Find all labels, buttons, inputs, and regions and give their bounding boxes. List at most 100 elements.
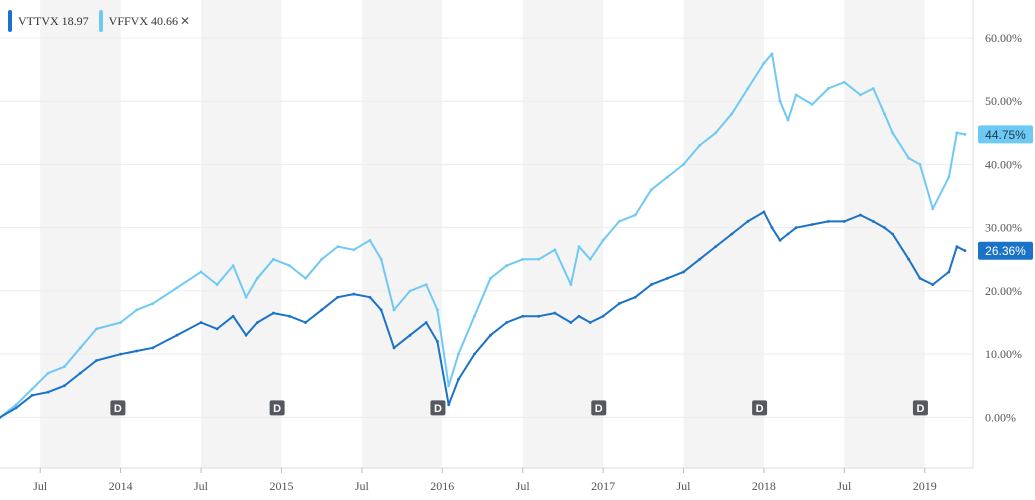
data-point-vttvx xyxy=(871,219,875,223)
data-point-vttvx xyxy=(963,249,967,253)
shaded-band xyxy=(361,0,443,468)
y-tick-label: 0.00% xyxy=(985,410,1016,424)
dividend-flag-box xyxy=(752,400,768,416)
last-value-labels: 44.75% 26.36% xyxy=(978,125,1033,260)
data-point-vttvx xyxy=(666,276,669,280)
data-point-vttvx xyxy=(175,333,179,337)
data-point-vffvx xyxy=(368,238,372,242)
legend-item-vffvx[interactable]: VFFVX 40.66 ✕ xyxy=(98,10,191,32)
data-point-vttvx xyxy=(770,226,774,230)
data-point-vttvx xyxy=(244,333,248,337)
data-point-vttvx xyxy=(947,270,951,274)
data-point-vttvx xyxy=(698,257,701,261)
grid-lines xyxy=(0,37,973,418)
data-point-vffvx xyxy=(62,365,66,369)
series-line-vffvx[interactable] xyxy=(0,52,966,419)
data-point-vffvx xyxy=(320,257,324,261)
data-point-vffvx xyxy=(955,131,959,135)
dividend-flag[interactable]: D xyxy=(912,400,928,416)
data-point-vffvx xyxy=(521,257,525,261)
data-point-vffvx xyxy=(553,248,557,252)
shaded-band xyxy=(683,0,764,468)
data-point-vttvx xyxy=(955,245,959,249)
x-tick-label: Jul xyxy=(194,479,209,493)
data-point-vttvx xyxy=(456,378,460,381)
dividend-flag[interactable]: D xyxy=(591,400,607,416)
x-tick-label: 2015 xyxy=(269,479,293,493)
x-tick-label: 2019 xyxy=(913,479,937,493)
legend-item-vttvx[interactable]: VTTVX 18.97 xyxy=(8,10,89,32)
data-point-vttvx xyxy=(778,238,782,242)
data-point-vffvx xyxy=(871,87,875,90)
data-point-vttvx xyxy=(119,352,123,356)
data-point-vffvx xyxy=(730,112,734,116)
data-point-vttvx xyxy=(826,219,830,223)
shaded-band xyxy=(844,0,925,468)
shaded-bands xyxy=(40,0,925,468)
data-point-vffvx xyxy=(135,308,139,312)
data-point-vffvx xyxy=(633,213,637,217)
data-point-vttvx xyxy=(617,302,621,305)
data-point-vffvx xyxy=(436,308,439,312)
data-point-vffvx xyxy=(577,245,581,249)
data-point-vttvx xyxy=(288,314,291,318)
legend-label-vttvx: VTTVX 18.97 xyxy=(18,13,89,28)
dividend-flag-label: D xyxy=(114,403,122,415)
data-point-vffvx xyxy=(907,156,911,160)
data-point-vffvx xyxy=(119,321,123,324)
data-point-vffvx xyxy=(770,52,774,56)
data-point-vffvx xyxy=(14,403,18,407)
data-point-vttvx xyxy=(272,311,275,315)
data-point-vffvx xyxy=(617,219,621,223)
series-line-vttvx[interactable] xyxy=(0,210,966,419)
data-point-vttvx xyxy=(0,416,2,419)
data-point-vttvx xyxy=(320,308,324,312)
y-tick-label: 60.00% xyxy=(985,31,1022,45)
data-point-vffvx xyxy=(826,87,830,90)
data-point-vffvx xyxy=(601,238,605,242)
data-point-vttvx xyxy=(231,314,235,318)
data-point-vttvx xyxy=(521,314,525,318)
data-point-vffvx xyxy=(891,131,894,135)
shaded-band xyxy=(522,0,604,468)
data-point-vffvx xyxy=(288,264,291,268)
data-point-vttvx xyxy=(46,390,50,394)
data-point-vffvx xyxy=(175,286,179,290)
data-point-vttvx xyxy=(588,321,592,324)
data-point-vttvx xyxy=(537,314,541,318)
data-point-vffvx xyxy=(244,295,248,299)
x-tick-label: 2016 xyxy=(430,479,454,493)
dividend-flag[interactable]: D xyxy=(752,400,768,416)
dividend-flag[interactable]: D xyxy=(430,400,446,416)
dividend-flag[interactable]: D xyxy=(269,400,285,416)
data-point-vttvx xyxy=(424,321,428,324)
data-point-vttvx xyxy=(786,232,790,236)
data-point-vttvx xyxy=(368,295,372,299)
data-point-vttvx xyxy=(447,403,451,407)
data-point-vttvx xyxy=(569,321,573,324)
legend: VTTVX 18.97 VFFVX 40.66 ✕ xyxy=(8,10,200,32)
dividend-flag[interactable]: D xyxy=(110,400,126,416)
close-icon[interactable]: ✕ xyxy=(180,14,191,28)
data-point-vttvx xyxy=(489,333,492,337)
data-point-vttvx xyxy=(891,232,894,236)
data-point-vffvx xyxy=(424,283,428,286)
data-point-vttvx xyxy=(95,359,98,362)
data-point-vffvx xyxy=(95,327,98,331)
last-value-badge-vttvx xyxy=(978,241,1033,260)
data-point-vffvx xyxy=(859,93,862,97)
data-point-vffvx xyxy=(79,346,82,350)
last-value-badge-vffvx xyxy=(978,125,1033,144)
y-axis: 60.00% 50.00% 40.00% 30.00% 20.00% 10.00% 0.00… xyxy=(972,0,1022,468)
dividend-flag-label: D xyxy=(916,403,924,415)
data-point-vffvx xyxy=(698,144,701,147)
y-tick-label: 40.00% xyxy=(985,157,1022,171)
series-vttvx xyxy=(0,210,967,419)
dividend-flag-label: D xyxy=(756,403,764,415)
data-point-vffvx xyxy=(304,276,307,280)
data-point-vttvx xyxy=(352,292,356,296)
data-point-vttvx xyxy=(505,321,509,324)
x-tick-label: Jul xyxy=(33,479,48,493)
data-point-vttvx xyxy=(379,308,383,312)
